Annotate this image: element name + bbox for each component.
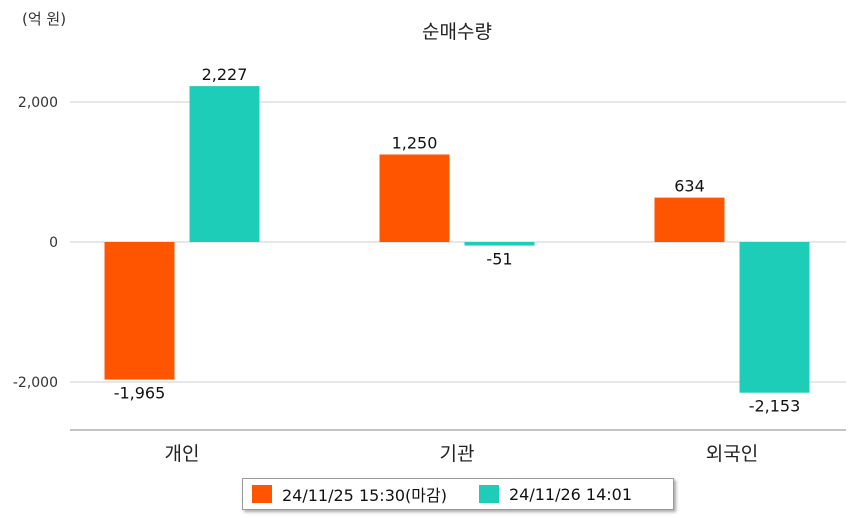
legend-label-2: 24/11/26 14:01 bbox=[508, 484, 633, 504]
legend-item-series-1[interactable]: 24/11/25 15:30(마감) bbox=[252, 482, 447, 506]
bar[interactable] bbox=[739, 242, 810, 393]
data-labels: -1,965 1,250 634 2,227 -51 -2,153 bbox=[114, 65, 801, 416]
bar[interactable] bbox=[189, 86, 260, 242]
y-axis: 2,000 0 -2,000 bbox=[13, 95, 58, 391]
bars bbox=[104, 86, 810, 393]
x-axis: 개인 기관 외국인 bbox=[165, 443, 759, 465]
data-label: -2,153 bbox=[749, 397, 801, 416]
bar[interactable] bbox=[104, 242, 175, 380]
unit-label: (억 원) bbox=[22, 10, 66, 28]
chart-title: 순매수량 bbox=[422, 21, 492, 43]
bar[interactable] bbox=[379, 154, 450, 243]
data-label: 1,250 bbox=[392, 134, 438, 153]
gridlines bbox=[70, 101, 846, 383]
legend-label-1: 24/11/25 15:30(마감) bbox=[282, 486, 447, 505]
y-tick-label: 0 bbox=[49, 235, 58, 251]
legend-swatch-2 bbox=[478, 485, 499, 503]
bar[interactable] bbox=[654, 197, 725, 242]
data-label: 634 bbox=[674, 177, 705, 196]
category-label: 개인 bbox=[165, 443, 200, 465]
bar[interactable] bbox=[464, 242, 535, 246]
data-label: 2,227 bbox=[202, 65, 248, 84]
category-label: 외국인 bbox=[706, 443, 758, 465]
y-tick-label: 2,000 bbox=[18, 95, 58, 111]
legend-item-series-2[interactable]: 24/11/26 14:01 bbox=[478, 484, 633, 504]
legend: 24/11/25 15:30(마감) 24/11/26 14:01 bbox=[242, 478, 674, 510]
data-label: -1,965 bbox=[114, 384, 166, 403]
data-label: -51 bbox=[486, 250, 512, 269]
y-tick-label: -2,000 bbox=[13, 375, 58, 391]
category-label: 기관 bbox=[440, 443, 475, 465]
legend-swatch-1 bbox=[252, 485, 272, 503]
